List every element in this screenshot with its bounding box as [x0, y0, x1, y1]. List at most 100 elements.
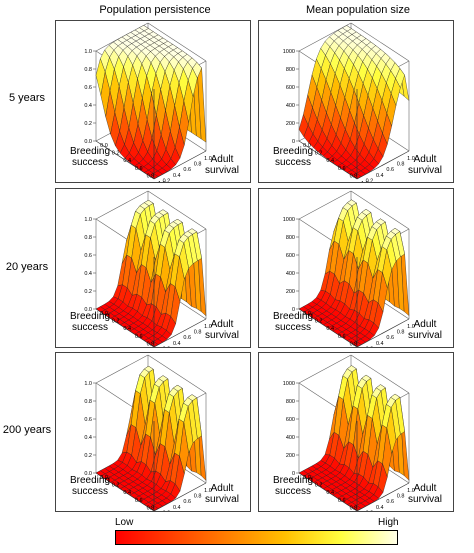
z-tick-label: 0.6 [84, 253, 92, 259]
surface-panel-persistence-5y: 0.00.20.40.60.81.00.00.20.40.60.81.00.00… [55, 20, 251, 183]
surface-panel-size-20y: 020040060080010000.00.20.40.60.81.00.00.… [258, 188, 454, 348]
z-tick-label: 1.0 [84, 217, 92, 223]
x-tick-label: 0.2 [315, 319, 323, 325]
z-tick-label: 0.6 [84, 85, 92, 91]
x-tick-label: 0.2 [112, 319, 120, 325]
y-tick-label: 0.2 [366, 510, 374, 512]
y-axis-title: Adult survival [408, 319, 442, 341]
y-axis-title: Adult survival [205, 483, 239, 505]
y-tick-label: 0.4 [376, 341, 384, 347]
y-tick-label: 0.2 [366, 346, 374, 348]
x-tick-label: 0.6 [338, 498, 346, 504]
y-tick-label: 0.8 [397, 494, 405, 500]
z-tick-label: 200 [286, 453, 295, 459]
x-tick-label: 0.2 [315, 151, 323, 157]
y-tick-label: 0.4 [173, 341, 181, 347]
x-tick-label: 0.4 [123, 158, 131, 164]
y-tick-label: 0.6 [386, 335, 394, 341]
y-tick-label: 1.0 [407, 324, 415, 330]
y-axis-title: Adult survival [408, 154, 442, 176]
y-tick-label: 1.0 [407, 156, 415, 162]
legend-high-label: High [378, 517, 399, 528]
x-tick-label: 0.6 [338, 166, 346, 172]
x-tick-label: 0.2 [112, 151, 120, 157]
row-title-200y: 200 years [2, 424, 52, 436]
z-tick-label: 0.0 [84, 471, 92, 477]
z-tick-label: 800 [286, 399, 295, 405]
box-front-edges [298, 89, 410, 180]
x-axis-title: Breeding success [69, 146, 111, 168]
z-tick-label: 0.2 [84, 453, 92, 459]
z-tick-label: 1000 [283, 381, 295, 387]
y-tick-label: 0.4 [173, 505, 181, 511]
z-tick-label: 0.4 [84, 435, 92, 441]
y-tick-label: 0.2 [163, 510, 171, 512]
x-tick-label: 0.4 [123, 490, 131, 496]
x-tick-label: 0.4 [123, 326, 131, 332]
x-tick-label: 0.6 [135, 334, 143, 340]
box-front-edges [95, 89, 207, 180]
x-axis-title: Breeding success [69, 475, 111, 497]
z-tick-label: 0.4 [84, 271, 92, 277]
y-tick-label: 0.4 [376, 173, 384, 179]
surface-plot-size-5y: 020040060080010000.00.20.40.60.81.00.00.… [283, 22, 415, 183]
row-title-5y: 5 years [8, 92, 46, 104]
surface-plot-persistence-5y: 0.00.20.40.60.81.00.00.20.40.60.81.00.00… [84, 22, 212, 183]
z-tick-label: 0.6 [84, 417, 92, 423]
box-front-edges [95, 257, 207, 347]
z-tick-label: 0.4 [84, 103, 92, 109]
surface-mesh [298, 365, 410, 511]
z-tick-label: 1.0 [84, 49, 92, 55]
surface-mesh [298, 25, 410, 180]
z-tick-label: 0 [292, 139, 295, 145]
y-tick-label: 0.2 [163, 178, 171, 183]
box-front-edges [298, 257, 410, 347]
x-axis-title: Breeding success [272, 311, 314, 333]
z-tick-label: 800 [286, 67, 295, 73]
z-tick-label: 400 [286, 435, 295, 441]
y-axis-title: Adult survival [205, 319, 239, 341]
surface-panel-persistence-20y: 0.00.20.40.60.81.00.00.20.40.60.81.00.00… [55, 188, 251, 348]
surface-plot-size-200y: 020040060080010000.00.20.40.60.81.00.00.… [283, 354, 415, 512]
y-tick-label: 0.8 [194, 494, 202, 500]
x-tick-label: 0.4 [326, 158, 334, 164]
surface-plot-size-20y: 020040060080010000.00.20.40.60.81.00.00.… [283, 190, 415, 348]
z-tick-label: 0 [292, 307, 295, 313]
z-tick-label: 600 [286, 253, 295, 259]
x-tick-label: 0.8 [350, 341, 358, 347]
x-tick-label: 0.8 [147, 173, 155, 179]
y-tick-label: 0.2 [163, 346, 171, 348]
x-tick-label: 0.0 [100, 475, 108, 481]
y-tick-label: 0.6 [183, 167, 191, 173]
column-title-size: Mean population size [306, 4, 410, 16]
z-tick-label: 600 [286, 85, 295, 91]
z-tick-label: 0.0 [84, 307, 92, 313]
y-tick-label: 0.2 [366, 178, 374, 183]
z-tick-label: 0 [292, 471, 295, 477]
x-tick-label: 0.6 [135, 498, 143, 504]
surface-mesh [298, 199, 410, 347]
z-tick-label: 200 [286, 121, 295, 127]
surface-mesh [95, 365, 207, 511]
surface-plot-persistence-200y: 0.00.20.40.60.81.00.00.20.40.60.81.00.00… [84, 354, 212, 512]
x-tick-label: 0.0 [100, 311, 108, 317]
x-tick-label: 0.2 [315, 483, 323, 489]
x-axis-title: Breeding success [272, 146, 314, 168]
x-tick-label: 0.8 [147, 341, 155, 347]
x-tick-label: 0.8 [350, 173, 358, 179]
z-tick-label: 1.0 [84, 381, 92, 387]
z-tick-label: 800 [286, 235, 295, 241]
z-tick-label: 1000 [283, 217, 295, 223]
box-front-edges [298, 421, 410, 511]
surface-panel-size-5y: 020040060080010000.00.20.40.60.81.00.00.… [258, 20, 454, 183]
box-front-edges [95, 421, 207, 511]
y-tick-label: 1.0 [407, 488, 415, 494]
y-tick-label: 0.8 [397, 330, 405, 336]
z-tick-label: 1000 [283, 49, 295, 55]
x-tick-label: 0.6 [135, 166, 143, 172]
y-axis-title: Adult survival [205, 154, 239, 176]
y-tick-label: 0.8 [397, 162, 405, 168]
x-axis-title: Breeding success [272, 475, 314, 497]
legend-low-label: Low [115, 517, 134, 528]
x-tick-label: 0.4 [326, 490, 334, 496]
